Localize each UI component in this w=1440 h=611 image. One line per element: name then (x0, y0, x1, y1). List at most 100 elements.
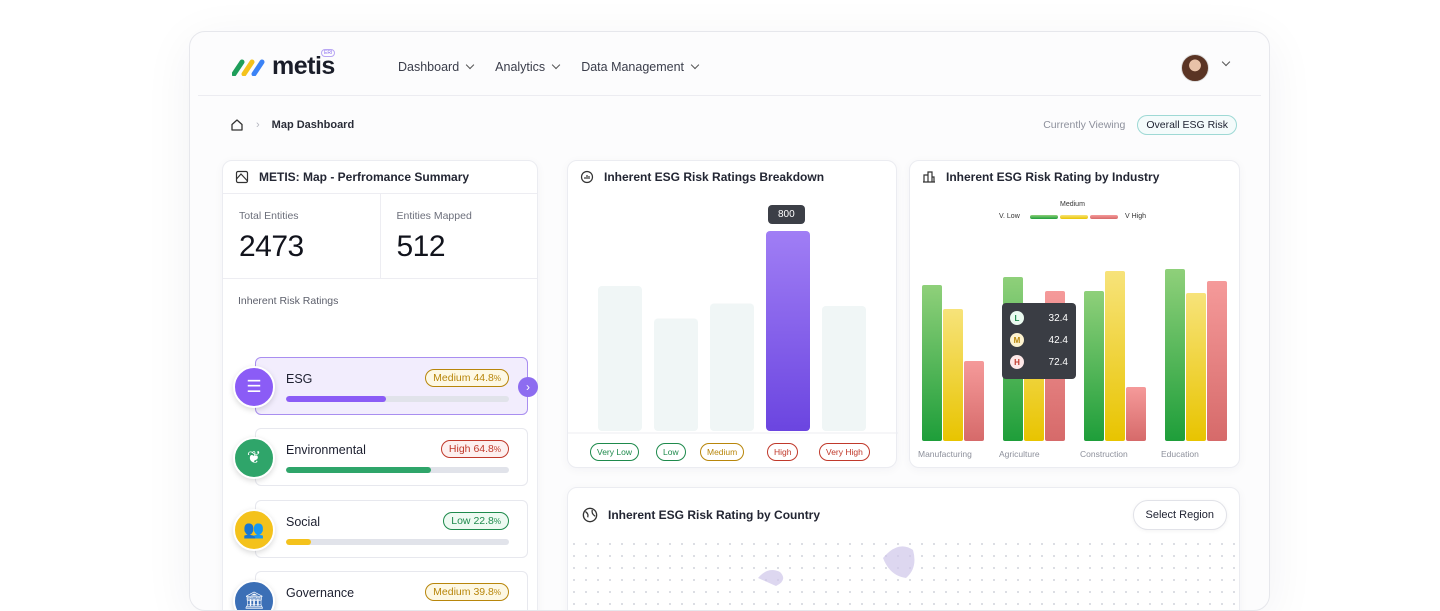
industry-tooltip: L 32.4 M 42.4 H 72.4 (1002, 303, 1076, 379)
stat-row: Total Entities 2473 Entities Mapped 512 (223, 193, 537, 279)
x-axis-label: Education (1161, 449, 1199, 459)
user-avatar[interactable] (1181, 54, 1209, 82)
select-region-button[interactable]: Select Region (1132, 500, 1227, 530)
high-dot-icon: H (1010, 355, 1024, 369)
breakdown-chart (568, 231, 898, 434)
legend-swatches (1030, 215, 1118, 219)
badge-pct: 64.8 (473, 443, 494, 455)
bar-very-high[interactable] (822, 306, 866, 431)
risk-progress-fill (286, 539, 312, 545)
metis-logo-icon (232, 59, 265, 76)
risk-level-badge: High 64.8% (440, 440, 509, 458)
bar-manufacturing-0[interactable] (922, 285, 942, 441)
bar-manufacturing-2[interactable] (964, 361, 984, 441)
breadcrumb: › Map Dashboard (230, 118, 354, 132)
leaf-icon: ❦ (233, 437, 275, 479)
bar-value-tooltip: 800 (768, 205, 805, 224)
risk-name: Social (286, 515, 321, 529)
legend-chip-medium[interactable]: Medium (700, 443, 745, 461)
risk-item-environmental[interactable]: ❦ Environmental High 64.8% (233, 428, 528, 486)
medium-dot-icon: M (1010, 333, 1024, 347)
risk-item-governance[interactable]: 🏛 Governance Medium 39.8% (233, 571, 528, 610)
risk-name: Governance (286, 586, 355, 600)
legend-high: V High (1125, 213, 1147, 220)
brand-logo[interactable]: metis ERI (232, 49, 336, 81)
risk-name: Environmental (286, 443, 366, 457)
user-menu-chevron-icon[interactable] (1221, 57, 1231, 67)
industry-risk-card: Inherent ESG Risk Rating by Industry Med… (909, 160, 1240, 468)
chevron-down-icon (690, 60, 700, 70)
nav-data-management[interactable]: Data Management (581, 60, 700, 74)
legend-chip-low[interactable]: Low (656, 443, 686, 461)
risk-progress-fill (286, 467, 431, 473)
card-title: Inherent ESG Risk Rating by Country (608, 508, 821, 522)
risk-glyph: ☰ (246, 377, 262, 396)
card-header: Inherent ESG Risk Rating by Industry (910, 161, 1239, 193)
bar-construction-1[interactable] (1105, 271, 1125, 441)
legend-chip-very-high[interactable]: Very High (819, 443, 870, 461)
badge-pct-symbol: % (493, 445, 501, 454)
people-icon: 👥 (233, 509, 275, 551)
risk-glyph: 🏛 (243, 591, 265, 610)
nav-dashboard[interactable]: Dashboard (398, 60, 475, 74)
country-risk-card: Inherent ESG Risk Rating by Country Sele… (567, 487, 1240, 610)
bar-low[interactable] (654, 318, 698, 432)
total-entities-stat: Total Entities 2473 (223, 194, 380, 278)
risk-progress-fill (286, 396, 386, 402)
main-nav: Dashboard Analytics Data Management (398, 60, 700, 74)
app-window: metis ERI Dashboard Analytics Data Manag… (189, 31, 1270, 611)
top-navigation: metis ERI Dashboard Analytics Data Manag… (198, 32, 1261, 96)
card-title: METIS: Map - Perfromance Summary (259, 170, 470, 184)
bar-education-2[interactable] (1207, 281, 1227, 441)
legend-chip-high[interactable]: High (767, 443, 799, 461)
bar-education-1[interactable] (1186, 293, 1206, 441)
map-icon (235, 170, 249, 184)
badge-pct: 39.8 (473, 586, 494, 598)
home-icon[interactable] (230, 118, 244, 132)
chevron-down-icon (465, 60, 475, 70)
tooltip-row-low: L 32.4 (1002, 307, 1076, 329)
legend-swatch-green (1030, 215, 1058, 219)
x-axis-label: Agriculture (999, 449, 1040, 459)
legend-chip-very-low[interactable]: Very Low (590, 443, 639, 461)
brand-badge: ERI (321, 49, 336, 57)
breadcrumb-current: Map Dashboard (271, 119, 355, 131)
viewing-selector: Currently Viewing Overall ESG Risk (1043, 115, 1237, 135)
risk-progress-track (286, 467, 509, 473)
risk-level-badge: Medium 44.8% (425, 369, 509, 387)
badge-level: High (448, 443, 471, 455)
risk-glyph: ❦ (246, 448, 262, 467)
bar-medium[interactable] (710, 303, 754, 432)
nav-label: Data Management (581, 60, 685, 74)
legend-swatch-red (1090, 215, 1118, 219)
list-icon: ☰ (233, 366, 275, 408)
risk-glyph: 👥 (243, 520, 265, 539)
viewing-label: Currently Viewing (1043, 119, 1126, 131)
nav-analytics[interactable]: Analytics (495, 60, 561, 74)
bar-manufacturing-1[interactable] (943, 309, 963, 441)
stat-value: 512 (396, 230, 446, 263)
bar-high[interactable] (766, 231, 810, 431)
badge-pct-symbol: % (493, 374, 501, 383)
card-title: Inherent ESG Risk Rating by Industry (946, 170, 1160, 184)
chevron-right-icon[interactable]: › (518, 377, 538, 397)
legend-swatch-yellow (1060, 215, 1088, 219)
badge-level: Medium (433, 586, 471, 598)
ratings-section-label: Inherent Risk Ratings (238, 295, 339, 307)
stat-label: Entities Mapped (396, 210, 472, 222)
nav-label: Analytics (495, 60, 546, 74)
tooltip-value: 72.4 (1048, 356, 1068, 368)
bar-very-low[interactable] (598, 286, 642, 431)
risk-item-social[interactable]: 👥 Social Low 22.8% (233, 500, 528, 558)
breadcrumb-separator-icon: › (256, 119, 260, 131)
stat-label: Total Entities (239, 210, 299, 222)
bar-education-0[interactable] (1165, 269, 1185, 441)
bar-construction-0[interactable] (1084, 291, 1104, 441)
viewing-pill[interactable]: Overall ESG Risk (1137, 115, 1237, 135)
entities-mapped-stat: Entities Mapped 512 (379, 194, 538, 278)
bar-construction-2[interactable] (1126, 387, 1146, 441)
globe-icon (582, 507, 598, 523)
card-header: METIS: Map - Perfromance Summary (223, 161, 537, 193)
risk-breakdown-card: Inherent ESG Risk Ratings Breakdown 800 … (567, 160, 898, 468)
risk-item-esg[interactable]: ☰ ESG Medium 44.8% › (233, 357, 538, 415)
